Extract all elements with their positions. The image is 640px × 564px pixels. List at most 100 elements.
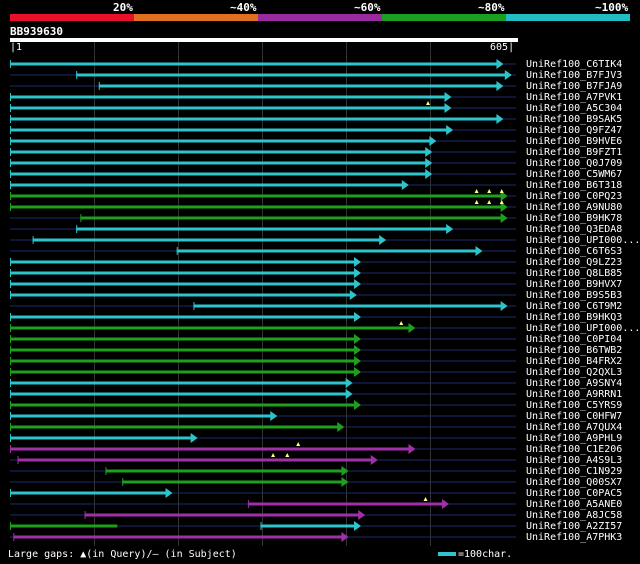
hit-row[interactable]	[10, 488, 516, 498]
hit-start-tick	[10, 423, 11, 431]
hit-row[interactable]	[10, 101, 516, 113]
hit-label[interactable]: UniRef100_B9HVE6	[526, 136, 623, 147]
hit-row[interactable]	[10, 367, 516, 377]
hit-label[interactable]: UniRef100_B9HKQ3	[526, 312, 623, 323]
hit-row[interactable]	[10, 321, 516, 333]
hit-label[interactable]: UniRef100_B9FZT1	[526, 147, 623, 158]
hit-row[interactable]	[10, 125, 516, 135]
hit-row[interactable]	[10, 453, 516, 465]
hit-label[interactable]: UniRef100_A7PVK1	[526, 92, 623, 103]
hit-row[interactable]	[10, 114, 516, 124]
hit-label[interactable]: UniRef100_B9S5B3	[526, 290, 623, 301]
hit-label[interactable]: UniRef100_A9PHL9	[526, 433, 623, 444]
hit-label[interactable]: UniRef100_B7FJV3	[526, 70, 623, 81]
hit-row[interactable]	[10, 510, 516, 520]
hit-label[interactable]: UniRef100_C6T6S3	[526, 246, 623, 257]
hit-row[interactable]	[10, 433, 516, 443]
hit-row[interactable]	[10, 235, 516, 245]
hit-label[interactable]: UniRef100_C0PI04	[526, 334, 623, 345]
hit-row[interactable]	[10, 257, 516, 267]
hit-label[interactable]: UniRef100_B9SAK5	[526, 114, 623, 125]
hit-row[interactable]	[10, 422, 516, 432]
hit-row[interactable]	[10, 400, 516, 410]
hit-row[interactable]	[10, 81, 516, 91]
hit-label[interactable]: UniRef100_Q8LB85	[526, 268, 623, 279]
hit-label[interactable]: UniRef100_C6T9M2	[526, 301, 623, 312]
hit-label[interactable]: UniRef100_C0PQ23	[526, 191, 623, 202]
hit-arrow-icon	[341, 532, 349, 542]
hit-row[interactable]	[10, 411, 516, 421]
hit-row[interactable]	[10, 246, 516, 256]
hit-label[interactable]: UniRef100_A9NU80	[526, 202, 623, 213]
hit-label[interactable]: UniRef100_A4S9L3	[526, 455, 623, 466]
hit-label[interactable]: UniRef100_B9HVX7	[526, 279, 623, 290]
hit-segment	[10, 282, 357, 286]
hit-row[interactable]	[10, 200, 516, 212]
hit-row[interactable]	[10, 356, 516, 366]
hit-row[interactable]	[10, 466, 516, 476]
hit-row[interactable]	[10, 290, 516, 300]
hit-row[interactable]	[10, 268, 516, 278]
hit-label[interactable]: UniRef100_A2ZI57	[526, 521, 623, 532]
hit-row[interactable]	[10, 442, 516, 454]
hit-segment	[10, 447, 411, 451]
hit-row[interactable]	[10, 497, 516, 509]
hit-label[interactable]: UniRef100_C1N929	[526, 466, 623, 477]
hit-label[interactable]: UniRef100_C5YRS9	[526, 400, 623, 411]
query-gap-marker-icon	[499, 200, 504, 204]
hit-arrow-icon	[446, 224, 454, 234]
hit-row[interactable]	[10, 189, 516, 201]
hit-row[interactable]	[10, 70, 516, 80]
query-sequence-bar	[10, 38, 518, 42]
hit-arrow-icon	[408, 323, 416, 333]
hit-label[interactable]: UniRef100_A5C304	[526, 103, 623, 114]
hit-row[interactable]	[10, 279, 516, 289]
hit-label[interactable]: UniRef100_Q0J709	[526, 158, 623, 169]
hit-label[interactable]: UniRef100_A9SNY4	[526, 378, 623, 389]
hit-row[interactable]	[10, 301, 516, 311]
hit-label[interactable]: UniRef100_Q9FZ47	[526, 125, 623, 136]
hit-row[interactable]	[10, 334, 516, 344]
hit-row[interactable]	[10, 213, 516, 223]
hit-label[interactable]: UniRef100_A8JC58	[526, 510, 623, 521]
identity-band	[10, 14, 134, 21]
hit-arrow-icon	[345, 389, 353, 399]
hit-row[interactable]	[10, 477, 516, 487]
hit-segment	[32, 238, 382, 242]
hit-label[interactable]: UniRef100_B6TWB2	[526, 345, 623, 356]
hit-label[interactable]: UniRef100_A5ANE0	[526, 499, 623, 510]
hit-label[interactable]: UniRef100_Q3EDA8	[526, 224, 623, 235]
hit-row[interactable]	[10, 136, 516, 146]
hit-label[interactable]: UniRef100_A7PHK3	[526, 532, 623, 543]
hit-label[interactable]: UniRef100_C5WM67	[526, 169, 623, 180]
hit-row[interactable]	[10, 224, 516, 234]
hit-row[interactable]	[10, 378, 516, 388]
hit-label[interactable]: UniRef100_UPI000...	[526, 235, 640, 246]
hit-row[interactable]	[10, 521, 516, 531]
hit-row[interactable]	[10, 345, 516, 355]
hit-row[interactable]	[10, 180, 516, 190]
hit-label[interactable]: UniRef100_Q2QXL3	[526, 367, 623, 378]
hit-label[interactable]: UniRef100_Q9LZ23	[526, 257, 623, 268]
hit-row[interactable]	[10, 532, 516, 542]
hit-label[interactable]: UniRef100_Q00SX7	[526, 477, 623, 488]
hit-label[interactable]: UniRef100_C0PAC5	[526, 488, 623, 499]
hit-label[interactable]: UniRef100_C1E206	[526, 444, 623, 455]
hit-label[interactable]: UniRef100_B4FRX2	[526, 356, 623, 367]
hit-label[interactable]: UniRef100_C6TIK4	[526, 59, 623, 70]
hit-label[interactable]: UniRef100_B6T318	[526, 180, 623, 191]
hit-row[interactable]	[10, 169, 516, 179]
hit-row[interactable]	[10, 158, 516, 168]
hit-label[interactable]: UniRef100_A9RRN1	[526, 389, 623, 400]
hit-row[interactable]	[10, 59, 516, 69]
hit-label[interactable]: UniRef100_UPI000...	[526, 323, 640, 334]
hit-row[interactable]	[10, 389, 516, 399]
hit-row[interactable]	[10, 92, 516, 102]
hit-label[interactable]: UniRef100_A7QUX4	[526, 422, 623, 433]
hit-label[interactable]: UniRef100_B7FJA9	[526, 81, 623, 92]
hit-label[interactable]: UniRef100_B9HK78	[526, 213, 623, 224]
hit-row[interactable]	[10, 312, 516, 322]
hit-row[interactable]	[10, 147, 516, 157]
hit-label[interactable]: UniRef100_C0HFW7	[526, 411, 623, 422]
hit-arrow-icon	[379, 235, 387, 245]
